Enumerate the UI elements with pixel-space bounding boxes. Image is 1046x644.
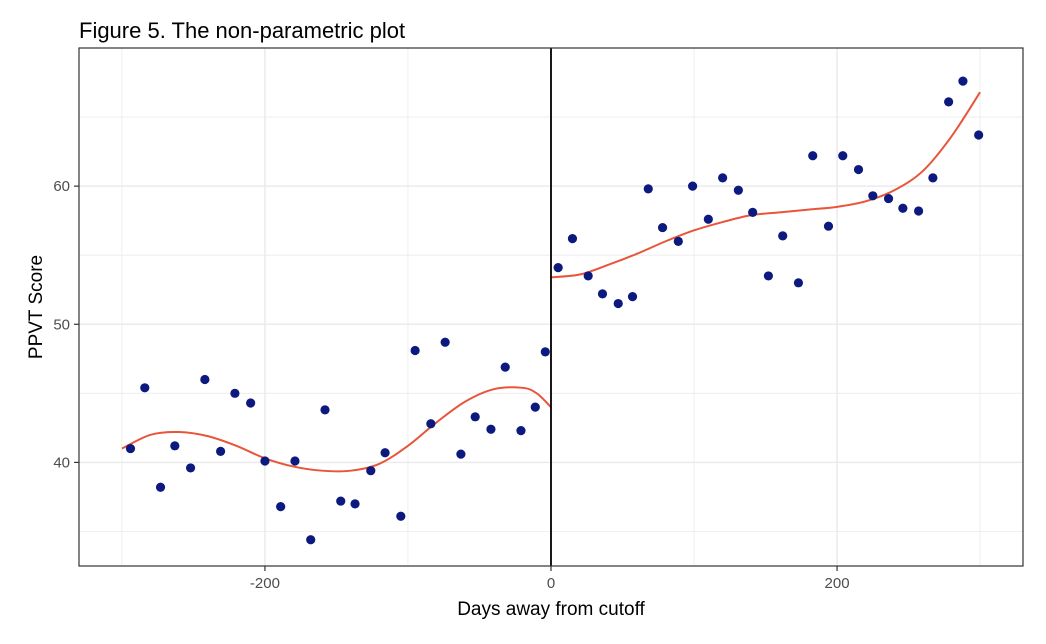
data-point [486, 424, 496, 434]
chart-title: Figure 5. The non-parametric plot [79, 18, 405, 43]
data-point [974, 130, 984, 140]
data-point [657, 222, 668, 233]
data-point [290, 456, 300, 466]
data-point [426, 419, 436, 429]
data-point [823, 221, 834, 231]
y-axis-title: PPVT Score [26, 255, 47, 359]
data-point [216, 446, 226, 456]
data-point [883, 193, 894, 204]
data-point [306, 535, 316, 545]
x-tick-label: 0 [547, 575, 555, 592]
data-point [718, 173, 728, 183]
data-point [230, 388, 240, 398]
data-point [688, 181, 698, 191]
data-point [583, 271, 593, 281]
data-point [643, 184, 653, 194]
data-point [456, 449, 466, 459]
data-point [808, 151, 818, 161]
data-point [350, 499, 360, 509]
data-point [516, 426, 526, 436]
x-tick-label: 200 [825, 575, 850, 592]
data-point [928, 173, 938, 183]
data-points [125, 76, 984, 545]
data-point [440, 337, 450, 347]
data-point [125, 443, 136, 454]
y-tick-label: 60 [53, 178, 70, 195]
data-point [155, 482, 166, 492]
data-point [898, 203, 908, 213]
data-point [613, 298, 623, 309]
data-point [733, 185, 743, 195]
fit-curve-right [550, 91, 981, 279]
data-point [958, 76, 968, 86]
data-point [627, 292, 638, 302]
data-point [396, 511, 406, 521]
x-axis-title: Days away from cutoff [457, 599, 645, 620]
data-point [320, 405, 330, 415]
data-point [567, 234, 578, 244]
data-point [470, 412, 480, 422]
data-point [276, 502, 286, 512]
y-axis: 40 50 60 [53, 178, 79, 471]
x-axis: -200 0 200 [250, 566, 850, 592]
data-point [778, 231, 788, 241]
data-point [763, 271, 774, 281]
data-point [597, 289, 608, 299]
data-point [380, 448, 390, 458]
data-point [366, 466, 376, 476]
data-point [336, 496, 346, 506]
data-point [140, 383, 150, 393]
data-point [200, 374, 210, 385]
data-point [500, 362, 510, 372]
data-point [185, 463, 196, 473]
data-point [410, 345, 420, 356]
data-point [170, 441, 180, 451]
data-point [853, 164, 864, 175]
fit-curve-left [121, 386, 552, 473]
data-point [260, 456, 270, 466]
data-point [703, 214, 713, 224]
data-point [793, 278, 804, 288]
data-point [868, 191, 878, 201]
data-point [540, 347, 550, 357]
y-tick-label: 40 [53, 454, 70, 471]
fit-curves [121, 91, 981, 473]
data-point [748, 207, 758, 217]
data-point [673, 236, 683, 246]
data-point [913, 206, 924, 216]
y-tick-label: 50 [53, 316, 70, 333]
data-point [553, 263, 563, 273]
x-tick-label: -200 [250, 575, 280, 592]
data-point [530, 402, 540, 412]
data-point [246, 398, 256, 408]
data-point [944, 97, 954, 107]
data-point [838, 151, 848, 161]
